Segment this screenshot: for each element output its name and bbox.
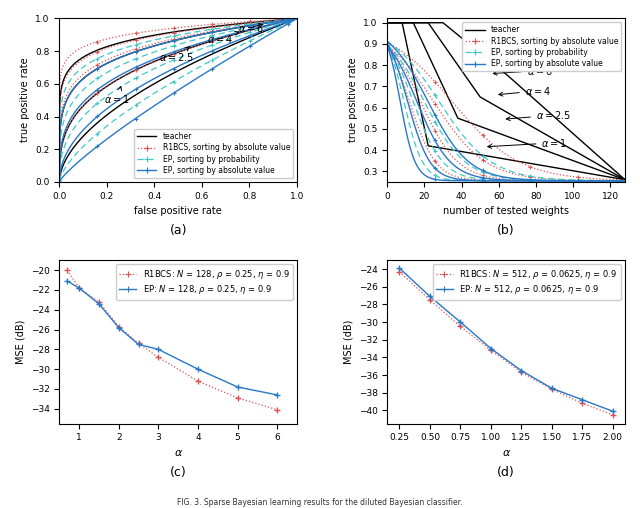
Text: $\alpha = 1$: $\alpha = 1$ [488,137,567,149]
Text: $\alpha = 4$: $\alpha = 4$ [499,85,550,97]
Legend: teacher, R1BCS, sorting by absolute value, EP, sorting by probability, EP, sorti: teacher, R1BCS, sorting by absolute valu… [134,129,293,178]
Text: FIG. 3. Sparse Bayesian learning results for the diluted Bayesian classifier.: FIG. 3. Sparse Bayesian learning results… [177,498,463,507]
X-axis label: α: α [502,448,510,458]
Text: (b): (b) [497,225,515,237]
Legend: R1BCS: $N$ = 512, $\rho$ = 0.0625, $\eta$ = 0.9, EP: $N$ = 512, $\rho$ = 0.0625,: R1BCS: $N$ = 512, $\rho$ = 0.0625, $\eta… [433,265,621,300]
Y-axis label: true positive rate: true positive rate [348,58,358,142]
Y-axis label: true positive rate: true positive rate [20,58,29,142]
Text: $\alpha = 2.5$: $\alpha = 2.5$ [506,109,571,121]
Legend: R1BCS: $N$ = 128, $\rho$ = 0.25, $\eta$ = 0.9, EP: $N$ = 128, $\rho$ = 0.25, $\e: R1BCS: $N$ = 128, $\rho$ = 0.25, $\eta$ … [116,265,293,300]
Text: $\alpha = 1$: $\alpha = 1$ [104,86,130,106]
Text: $\alpha = 2.5$: $\alpha = 2.5$ [159,46,194,63]
Text: $\alpha = 4$: $\alpha = 4$ [207,31,239,45]
X-axis label: α: α [175,448,182,458]
Y-axis label: MSE (dB): MSE (dB) [15,320,25,364]
Text: $\alpha = 6$: $\alpha = 6$ [493,65,552,77]
Text: (a): (a) [170,225,187,237]
Text: (d): (d) [497,466,515,479]
Y-axis label: MSE (dB): MSE (dB) [343,320,353,364]
X-axis label: false positive rate: false positive rate [134,206,222,216]
Legend: teacher, R1BCS, sorting by absolute value, EP, sorting by probability, EP, sorti: teacher, R1BCS, sorting by absolute valu… [462,22,621,71]
Text: (c): (c) [170,466,186,479]
X-axis label: number of tested weights: number of tested weights [443,206,569,216]
Text: $\alpha = 6$: $\alpha = 6$ [237,21,264,34]
